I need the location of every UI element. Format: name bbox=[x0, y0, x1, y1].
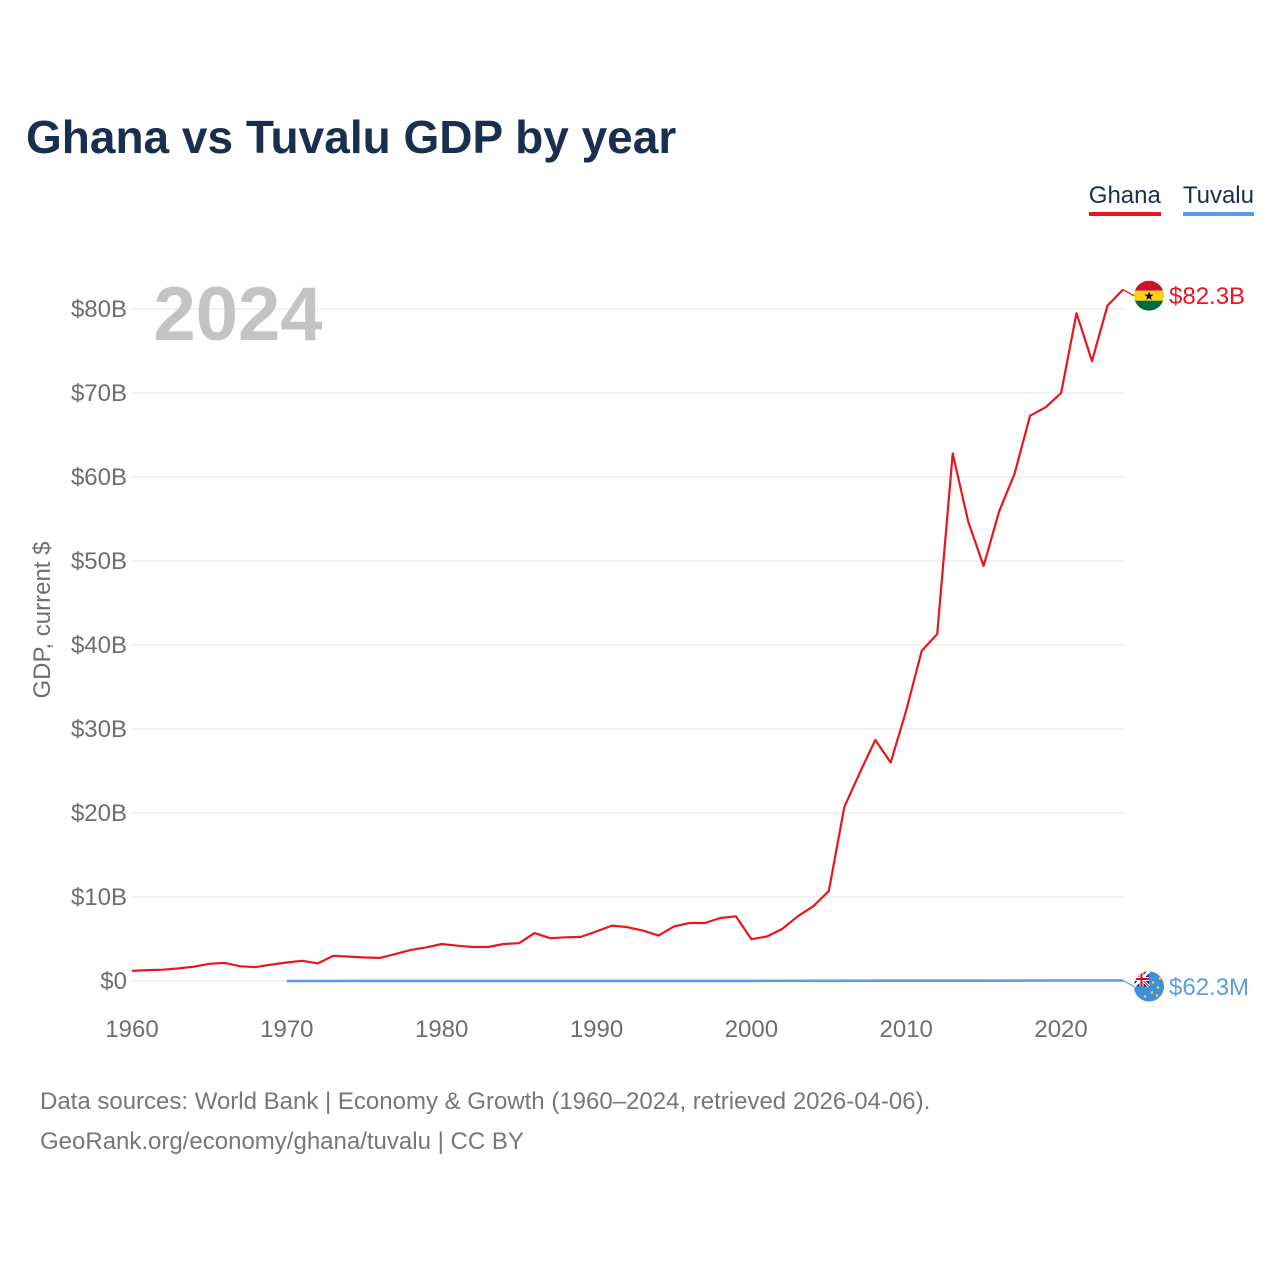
series-lines bbox=[131, 288, 1124, 983]
footer-attribution: GeoRank.org/economy/ghana/tuvalu | CC BY bbox=[40, 1128, 524, 1155]
legend-item-ghana[interactable]: Ghana bbox=[1088, 182, 1161, 216]
legend: Ghana Tuvalu bbox=[1088, 182, 1254, 216]
y-axis-ticks: $0 $10B $20B $30B $40B $50B $60B $70B $80B bbox=[71, 296, 127, 995]
y-tick-label: $0 bbox=[100, 968, 127, 995]
grid-lines bbox=[132, 308, 1124, 982]
end-markers: ★ $82.3B $62.3M bbox=[1122, 280, 1249, 1002]
y-tick-label: $50B bbox=[71, 548, 127, 575]
end-value-label-tuvalu: $62.3M bbox=[1169, 974, 1249, 1001]
legend-item-tuvalu[interactable]: Tuvalu bbox=[1182, 182, 1254, 216]
ghana-flag-icon: ★ bbox=[1134, 280, 1164, 311]
y-axis-label: GDP, current $ bbox=[29, 542, 56, 699]
x-tick-label: 1980 bbox=[415, 1016, 468, 1043]
y-tick-label: $10B bbox=[71, 884, 127, 911]
svg-text:★: ★ bbox=[1144, 289, 1155, 303]
x-axis-ticks: 1960 1970 1980 1990 2000 2010 2020 bbox=[105, 1016, 1087, 1043]
x-tick-label: 2020 bbox=[1034, 1016, 1087, 1043]
y-tick-label: $70B bbox=[71, 380, 127, 407]
x-tick-label: 2000 bbox=[725, 1016, 778, 1043]
footer-sources: Data sources: World Bank | Economy & Gro… bbox=[40, 1088, 931, 1115]
y-tick-label: $80B bbox=[71, 296, 127, 323]
page-title: Ghana vs Tuvalu GDP by year bbox=[26, 111, 677, 163]
year-watermark: 2024 bbox=[153, 272, 322, 357]
y-tick-label: $60B bbox=[71, 464, 127, 491]
x-tick-label: 1960 bbox=[105, 1016, 158, 1043]
gdp-line-chart: 2024 $0$10B$20B$30B$40B$50B$60B$70B$80B … bbox=[29, 272, 1249, 1043]
footer: Data sources: World Bank | Economy & Gro… bbox=[40, 1082, 930, 1162]
end-connector bbox=[1122, 979, 1135, 988]
y-tick-label: $20B bbox=[71, 800, 127, 827]
x-tick-label: 1990 bbox=[570, 1016, 623, 1043]
series-line-ghana bbox=[131, 288, 1124, 972]
end-connector bbox=[1122, 289, 1135, 297]
y-tick-label: $40B bbox=[71, 632, 127, 659]
end-value-label-ghana: $82.3B bbox=[1169, 283, 1245, 310]
x-tick-label: 1970 bbox=[260, 1016, 313, 1043]
y-tick-label: $30B bbox=[71, 716, 127, 743]
tuvalu-flag-icon bbox=[1134, 971, 1164, 1002]
series-line-tuvalu bbox=[286, 979, 1123, 983]
x-tick-label: 2010 bbox=[880, 1016, 933, 1043]
